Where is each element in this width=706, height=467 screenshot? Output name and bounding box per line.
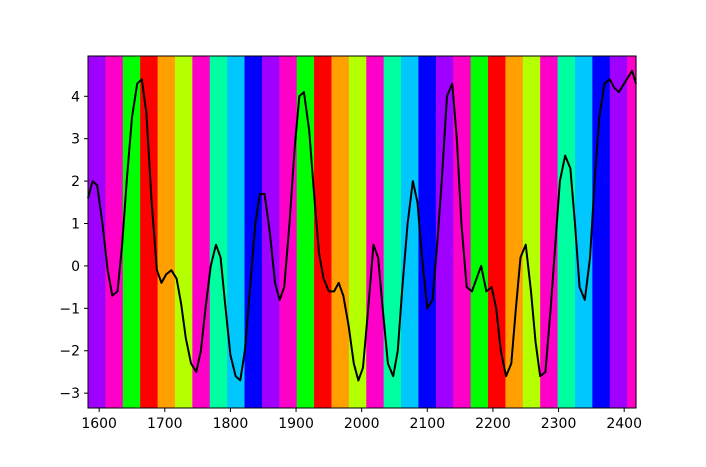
background-band	[505, 56, 524, 408]
x-tick-label: 2200	[475, 416, 511, 432]
y-tick-label: 0	[71, 259, 80, 275]
background-band	[522, 56, 541, 408]
background-band	[540, 56, 559, 408]
background-band	[192, 56, 211, 408]
x-tick-label: 1900	[278, 416, 314, 432]
background-band	[122, 56, 141, 408]
background-band	[227, 56, 246, 408]
background-band	[435, 56, 454, 408]
background-band	[557, 56, 576, 408]
background-band	[140, 56, 159, 408]
background-band	[470, 56, 489, 408]
y-tick-label: 2	[71, 174, 80, 190]
y-tick-label: 4	[71, 89, 80, 105]
x-tick-label: 2100	[409, 416, 445, 432]
background-band	[574, 56, 593, 408]
background-band	[314, 56, 333, 408]
background-band	[366, 56, 385, 408]
background-band	[609, 56, 628, 408]
background-band	[488, 56, 506, 408]
x-axis: 1600 1700 1800 1900 2000 2100 2200 2300 2400	[81, 408, 642, 432]
background-band	[174, 56, 193, 408]
x-tick-label: 2400	[606, 416, 642, 432]
background-band	[627, 56, 637, 408]
background-band	[383, 56, 402, 408]
background-band	[348, 56, 367, 408]
x-tick-label: 1800	[213, 416, 249, 432]
x-tick-label: 1700	[147, 416, 183, 432]
x-tick-label: 2000	[344, 416, 380, 432]
background-band	[261, 56, 280, 408]
x-tick-label: 2300	[541, 416, 577, 432]
y-tick-label: 3	[71, 132, 80, 148]
series-line	[87, 69, 637, 382]
y-tick-label: 1	[71, 217, 80, 233]
background-band	[401, 56, 420, 408]
x-tick-label: 1600	[81, 416, 117, 432]
y-tick-label: −2	[59, 344, 80, 360]
background-band	[157, 56, 176, 408]
background-band	[209, 56, 228, 408]
background-band	[331, 56, 350, 408]
background-band	[88, 56, 106, 408]
y-tick-label: −1	[59, 301, 80, 317]
y-tick-label: −3	[59, 386, 80, 402]
series-layer	[87, 69, 637, 382]
background-band	[105, 56, 124, 408]
background-band	[244, 56, 263, 408]
y-axis: 4 3 2 1 0 −1 −2 −3	[59, 89, 88, 402]
background-bands	[88, 56, 637, 408]
background-band	[418, 56, 437, 408]
